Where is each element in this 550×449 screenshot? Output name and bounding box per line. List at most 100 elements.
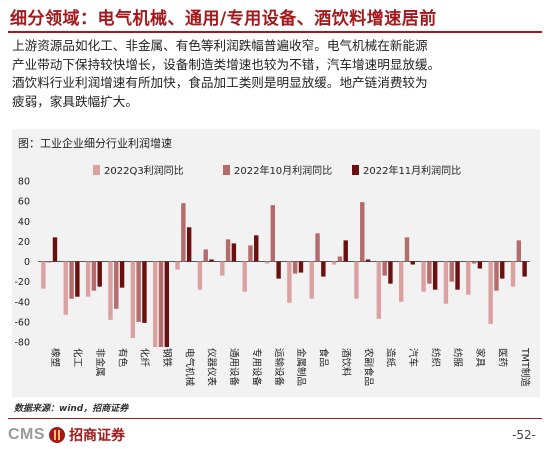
x-tick-label: 电气机械	[183, 348, 195, 387]
bar-2-14	[365, 259, 371, 262]
legend-label-0: 2022Q3利润同比	[104, 164, 184, 177]
chart-legend: 2022Q3利润同比 2022年10月利润同比 2022年11月利润同比	[93, 164, 461, 177]
bar-1-18	[449, 261, 454, 282]
bar-2-8	[231, 243, 237, 262]
bar-2-1	[75, 261, 80, 297]
bar-1-20	[494, 261, 499, 291]
x-tick-label: 钢铁	[161, 348, 173, 368]
bar-0-9	[242, 261, 247, 292]
bar-0-7	[197, 261, 203, 290]
bar-0-12	[309, 261, 314, 299]
bar-1-8	[225, 239, 231, 262]
bar-1-9	[248, 245, 253, 262]
legend-swatch-1	[223, 165, 230, 175]
x-tick-label: 纺服	[452, 348, 464, 368]
summary-line: 酒饮料行业利润增速有所加快，食品加工类则是明显放缓。地产链消费较为	[12, 75, 428, 90]
bar-0-10	[264, 261, 270, 264]
y-tick-label: 20	[18, 237, 30, 248]
cms-logo: CMS 招商证券	[8, 424, 125, 446]
x-tick-label: 医药	[496, 348, 507, 367]
bar-0-21	[510, 261, 516, 287]
bar-2-10	[276, 261, 281, 279]
bar-2-9	[254, 235, 259, 262]
y-tick-label: -20	[14, 277, 30, 288]
bar-2-6	[186, 227, 192, 262]
bar-2-4	[142, 261, 147, 323]
bar-1-7	[203, 249, 208, 262]
bar-0-8	[220, 261, 225, 276]
bar-0-17	[421, 261, 426, 292]
bar-0-18	[443, 261, 449, 304]
summary-text: 上游资源品如化工、非金属、有色等利润跌幅普遍收窄。电气机械在新能源 产业带动下保…	[12, 37, 540, 111]
x-tick-label: 纺织	[429, 348, 441, 367]
y-tick-label: 0	[24, 257, 30, 268]
bar-1-2	[91, 261, 97, 291]
bar-1-1	[69, 261, 74, 299]
bar-0-3	[108, 261, 113, 320]
x-tick-label: 汽车	[407, 348, 419, 367]
bar-2-12	[321, 261, 326, 277]
bar-2-18	[455, 261, 460, 290]
bar-2-21	[522, 261, 527, 277]
x-axis: 橡塑 化工 非金属 有色 化纤 钢铁 电气机械 仪器仪表 通用设备 专用设备 运输设备 金属制品 食品酒…	[49, 347, 531, 387]
bar-0-2	[85, 261, 91, 297]
x-tick-label: 专用设备	[250, 348, 262, 387]
bar-2-16	[410, 261, 415, 265]
y-tick-label: -60	[14, 317, 30, 328]
bar-1-3	[114, 261, 119, 309]
bar-0-11	[287, 261, 292, 303]
bar-0-5	[153, 261, 158, 348]
bar-1-11	[292, 261, 298, 274]
x-tick-label: 化工	[72, 348, 84, 368]
bar-2-19	[477, 261, 483, 269]
x-tick-label: 仪器仪表	[206, 348, 218, 387]
x-tick-label: 农副食品	[362, 348, 374, 386]
bar-2-20	[500, 261, 505, 279]
x-tick-label: 酒饮料	[340, 348, 352, 377]
bar-1-19	[471, 261, 477, 264]
slide-title: 细分领域：电气机械、通用/专用设备、酒饮料增速居前	[10, 9, 437, 29]
x-tick-label: 家具	[474, 348, 486, 368]
title-rule	[8, 31, 542, 33]
legend-label-2: 2022年11月利润同比	[363, 164, 461, 177]
bar-0-16	[399, 261, 404, 302]
y-tick-label: 80	[18, 177, 30, 188]
bar-1-17	[427, 261, 432, 284]
summary-line: 产业带动下保持较快增长，设备制造类增速也较为不错，汽车增速明显放缓。	[12, 56, 441, 72]
bar-1-6	[181, 203, 186, 262]
x-tick-label: TMT制造	[519, 347, 531, 387]
bar-0-6	[175, 261, 180, 270]
x-tick-label: 化纤	[139, 348, 151, 368]
bar-2-13	[343, 240, 348, 262]
bar-group	[41, 202, 527, 348]
y-tick-label: 40	[18, 217, 30, 228]
bar-1-10	[270, 205, 276, 262]
bar-0-20	[488, 261, 493, 324]
bar-1-4	[136, 261, 141, 322]
bar-1-21	[516, 240, 522, 262]
bar-1-12	[315, 233, 320, 262]
page-number: -52-	[512, 428, 536, 442]
y-tick-label: -40	[14, 297, 30, 308]
summary-line: 上游资源品如化工、非金属、有色等利润跌幅普遍收窄。电气机械在新能源	[12, 38, 428, 53]
bar-2-0	[52, 237, 58, 262]
x-tick-label: 橡塑	[49, 348, 61, 368]
bar-0-4	[130, 261, 136, 338]
legend-swatch-2	[352, 165, 359, 175]
x-tick-label: 金属制品	[295, 348, 307, 386]
legend-swatch-0	[93, 165, 100, 175]
bar-2-7	[209, 259, 214, 262]
x-tick-label: 食品	[318, 348, 330, 367]
x-tick-label: 有色	[116, 348, 128, 368]
x-tick-label: 通用设备	[228, 348, 240, 387]
bar-2-15	[388, 261, 393, 284]
bar-2-2	[97, 261, 102, 287]
legend-label-1: 2022年10月利润同比	[234, 164, 332, 177]
bar-0-1	[63, 261, 68, 315]
y-tick-label: 60	[18, 197, 30, 208]
bar-0-0	[41, 261, 46, 289]
bar-2-11	[298, 261, 304, 273]
bar-0-19	[466, 261, 471, 295]
logo-text-cn: 招商证券	[69, 428, 126, 444]
